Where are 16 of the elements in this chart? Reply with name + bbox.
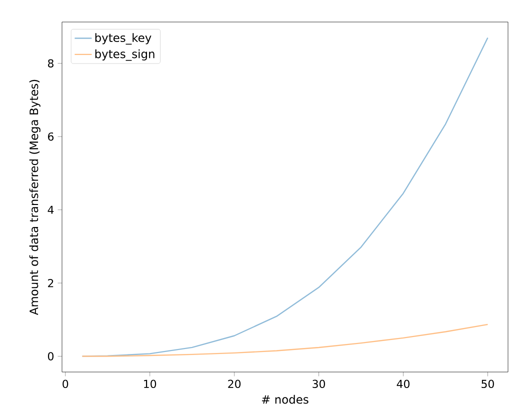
x-tick-label: 30 [312, 380, 326, 388]
y-tick-label: 6 [48, 132, 54, 141]
y-tick-label: 4 [48, 206, 54, 214]
x-tick-label: 10 [144, 380, 156, 388]
legend-label: bytes_sign [95, 49, 154, 61]
line-series [82, 324, 488, 357]
y-tick-label: 8 [48, 59, 54, 68]
x-tick-label: 0 [62, 380, 68, 388]
y-tick-label: 2 [48, 278, 54, 288]
y-axis-title: Amount of data transferred (Mega Bytes) [29, 80, 40, 316]
x-tick-label: 20 [228, 380, 241, 388]
legend-label: bytes_key [95, 33, 152, 45]
y-tick-label: 0 [48, 352, 54, 360]
x-tick-label: 40 [396, 380, 410, 388]
x-axis-title: # nodes [262, 394, 308, 404]
x-tick-label: 50 [482, 380, 494, 388]
